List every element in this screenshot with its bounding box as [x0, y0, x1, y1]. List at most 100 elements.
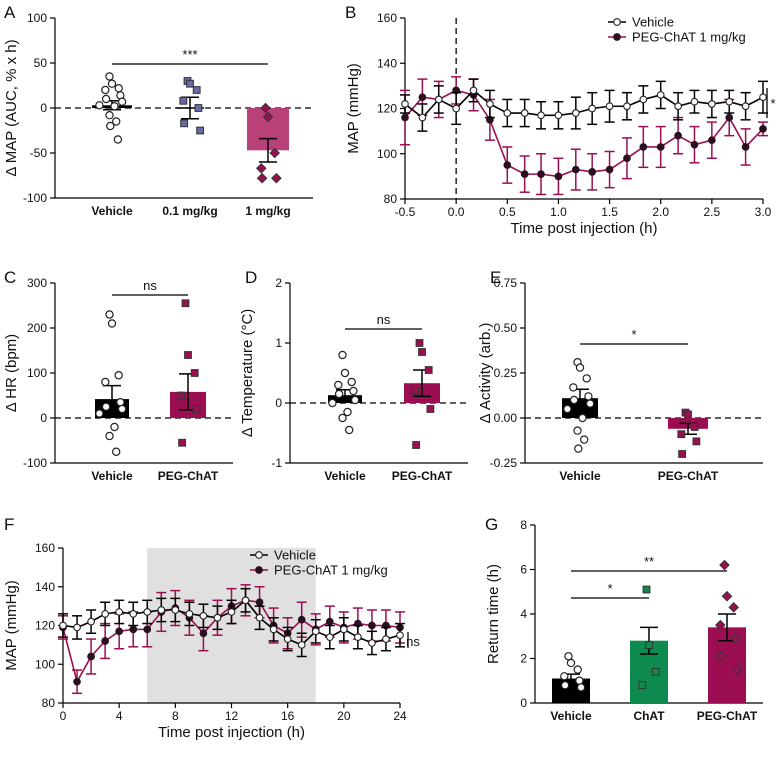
data-point: [190, 369, 199, 377]
data-point: [418, 93, 427, 102]
data-point: [554, 172, 563, 181]
x-category-label: Vehicle: [550, 709, 592, 723]
data-point: [605, 102, 614, 111]
data-point: [178, 438, 186, 447]
data-point: [117, 97, 127, 106]
data-point: [105, 72, 114, 81]
data-point: [560, 681, 570, 690]
data-point: [157, 606, 166, 614]
data-point: [114, 371, 123, 380]
x-tick-label: 8: [172, 709, 179, 723]
y-tick-label: 200: [27, 321, 47, 335]
data-point: [418, 348, 426, 356]
data-point: [347, 377, 356, 387]
data-point: [605, 165, 614, 174]
data-point: [759, 125, 767, 133]
data-point: [424, 366, 433, 374]
data-point: [368, 621, 376, 630]
series-vehicle: [58, 587, 405, 658]
data-point: [692, 437, 701, 446]
significance-label: ns: [377, 312, 391, 327]
data-point: [186, 79, 194, 88]
data-point: [199, 629, 208, 638]
annotation-label: ns: [406, 634, 420, 649]
data-point: [674, 102, 682, 111]
legend-marker: [255, 566, 263, 574]
panel-letter: D: [245, 268, 257, 287]
data-point: [690, 97, 699, 106]
data-point: [106, 121, 115, 131]
data-point: [580, 435, 589, 444]
data-point: [731, 664, 743, 675]
data-point: [677, 430, 686, 439]
data-point: [192, 86, 201, 94]
x-tick-label: -0.5: [395, 205, 416, 219]
data-point: [110, 101, 119, 111]
data-point: [73, 677, 81, 686]
y-tick-label: 0.75: [494, 276, 518, 290]
data-point: [759, 93, 767, 102]
data-point: [656, 91, 665, 99]
data-point: [339, 625, 348, 634]
x-category-label: ChAT: [633, 709, 665, 723]
x-tick-label: 0.0: [448, 205, 465, 219]
data-point: [227, 608, 236, 616]
data-point: [213, 613, 222, 622]
data-point: [569, 395, 579, 405]
data-point: [256, 172, 268, 184]
data-point: [486, 100, 494, 108]
panel-letter: G: [485, 515, 498, 534]
data-point: [714, 619, 726, 631]
panel-letter: E: [490, 268, 501, 287]
data-point: [338, 350, 347, 360]
data-point: [113, 135, 123, 144]
data-point: [349, 386, 358, 396]
y-tick-label: 8: [520, 518, 527, 532]
data-point: [185, 610, 194, 618]
data-point: [73, 623, 81, 632]
x-axis-label: Time post injection (h): [511, 220, 658, 237]
data-point: [674, 131, 682, 140]
x-tick-label: 4: [116, 709, 123, 723]
y-axis-label: Return time (h): [485, 564, 502, 664]
data-point: [184, 351, 192, 359]
y-tick-label: 80: [42, 696, 56, 710]
chart-E: E0.75 0.50 0.25 0.00 -0.25 Δ Activity (arb.) V…: [477, 268, 763, 483]
data-point: [575, 363, 585, 372]
data-point: [434, 95, 443, 104]
y-tick-label: 100: [27, 11, 47, 25]
data-point: [101, 85, 110, 95]
x-category-label: PEG-ChAT: [158, 469, 219, 483]
error-bar: [259, 137, 277, 163]
data-point: [741, 143, 750, 151]
data-point: [730, 633, 741, 644]
legend-label: PEG-ChAT 1 mg/kg: [274, 563, 388, 578]
y-tick-label: 2: [520, 652, 527, 666]
legend-marker: [613, 33, 621, 41]
x-category-label: Vehicle: [91, 204, 133, 218]
data-point: [554, 111, 563, 120]
chart-G: G 8 6 4 2 0 Return time (h) Vehicle ChAT PEG-ChAT…: [485, 515, 763, 723]
data-point: [114, 83, 123, 93]
data-point: [338, 413, 347, 423]
chart-F: F 160 140 120 100 80 0 4 8 12 16 20 24 MAP (mmHg) Time…: [3, 515, 420, 741]
series-peg-chat: [400, 76, 768, 196]
legend-label: PEG-ChAT 1 mg/kg: [632, 30, 746, 45]
data-point: [111, 117, 121, 126]
data-point: [255, 162, 267, 174]
data-point: [343, 407, 352, 417]
y-axis-label: Δ HR (bpm): [3, 334, 20, 412]
data-point: [180, 119, 188, 128]
data-point: [623, 154, 631, 163]
data-point: [107, 319, 117, 328]
data-point: [578, 413, 587, 423]
x-tick-label: 20: [337, 709, 351, 723]
data-point: [269, 147, 281, 159]
x-category-label: 0.1 mg/kg: [162, 204, 217, 218]
data-point: [143, 625, 152, 634]
data-point: [192, 405, 201, 413]
data-point: [129, 625, 138, 634]
x-tick-label: 16: [281, 709, 295, 723]
data-point: [101, 610, 109, 618]
